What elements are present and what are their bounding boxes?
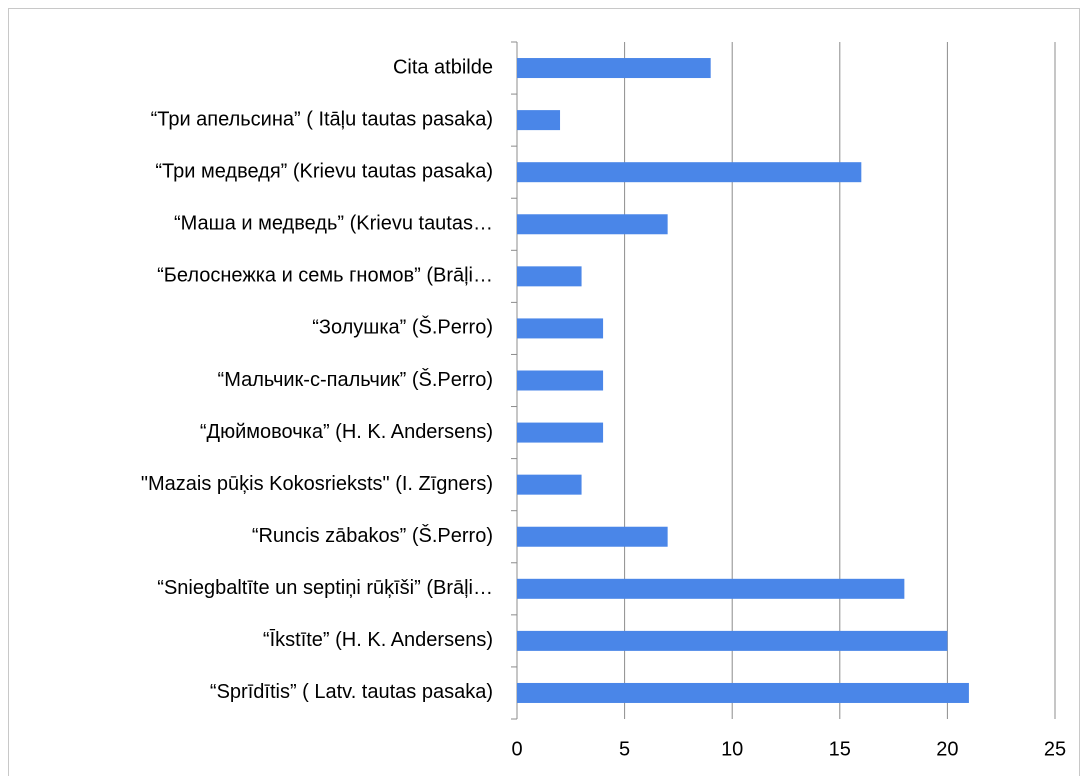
bar xyxy=(517,682,969,703)
y-tick-label: “Sprīdītis” ( Latv. tautas pasaka) xyxy=(210,681,493,703)
x-tick-label: 10 xyxy=(721,738,743,760)
y-tick-label: “Золушка” (Š.Perro) xyxy=(312,316,493,339)
bar xyxy=(517,110,561,131)
bar xyxy=(517,422,604,443)
bar xyxy=(517,370,604,391)
y-tick-label: “Мальчик-с-пальчик” (Š.Perro) xyxy=(218,368,493,391)
y-tick-label: “Дюймовочка” (H. K. Andersens) xyxy=(200,421,493,443)
bar xyxy=(517,162,862,183)
x-tick-label: 25 xyxy=(1044,738,1066,760)
bar xyxy=(517,214,668,235)
y-tick-label: “Īkstīte” (H. K. Andersens) xyxy=(263,628,493,651)
bar xyxy=(517,266,582,287)
x-tick-label: 20 xyxy=(936,738,958,760)
y-tick-label: "Mazais pūķis Kokosrieksts" (I. Zīgners) xyxy=(141,473,493,495)
y-tick-label: “Три апельсина” ( Itāļu tautas pasaka) xyxy=(151,108,493,130)
bar xyxy=(517,58,711,79)
y-tick-label: Cita atbilde xyxy=(393,56,493,78)
y-tick-label: “Белоснежка и семь гномов” (Brāļi… xyxy=(157,265,493,287)
y-tick-label: “Sniegbaltīte un septiņi rūķīši” (Brāļi… xyxy=(157,577,493,599)
bar xyxy=(517,318,604,339)
y-tick-label: “Три медведя” (Krievu tautas pasaka) xyxy=(155,160,493,182)
bar xyxy=(517,630,948,651)
bar xyxy=(517,474,582,495)
x-tick-label: 15 xyxy=(829,738,851,760)
x-tick-label: 5 xyxy=(619,738,630,760)
bar xyxy=(517,578,905,599)
x-tick-label: 0 xyxy=(511,738,522,760)
bar xyxy=(517,526,668,547)
y-tick-label: “Runcis zābakos” (Š.Perro) xyxy=(252,524,493,547)
y-tick-label: “Маша и медведь” (Krievu tautas… xyxy=(174,213,493,235)
